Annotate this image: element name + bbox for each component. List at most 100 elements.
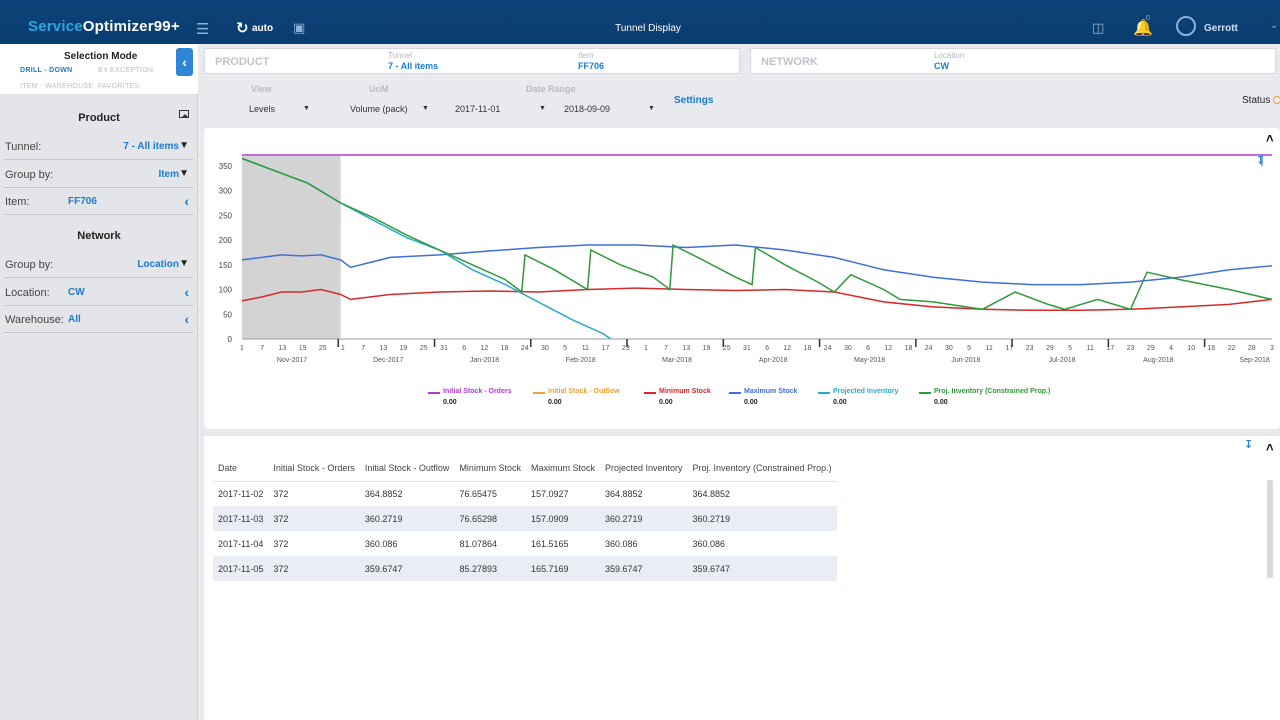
x-tick-label: 19 bbox=[299, 345, 307, 352]
panel-toggle-icon[interactable]: ◫ bbox=[1092, 20, 1105, 35]
series-line-2 bbox=[241, 287, 1273, 312]
x-tick-label: 5 bbox=[967, 345, 971, 352]
item-value[interactable]: FF706 bbox=[68, 196, 97, 207]
col-maximum-stock[interactable]: Maximum Stock bbox=[525, 456, 600, 482]
col-minimum-stock[interactable]: Minimum Stock bbox=[454, 456, 526, 482]
network-header-box: NETWORK Location CW bbox=[750, 48, 1276, 74]
x-tick-label: 7 bbox=[260, 345, 264, 352]
col-proj-inventory-constrained[interactable]: Proj. Inventory (Constrained Prop.) bbox=[687, 456, 837, 482]
user-avatar-icon[interactable] bbox=[1176, 16, 1196, 36]
tunnel-label: Tunnel: bbox=[5, 141, 42, 153]
x-tick-label: 18 bbox=[501, 345, 509, 352]
x-tick-label: 6 bbox=[765, 345, 769, 352]
selection-mode-title: Selection Mode bbox=[64, 51, 138, 62]
network-group-by-label: Group by: bbox=[5, 259, 54, 271]
warehouse-row[interactable]: Warehouse: All ‹ bbox=[4, 306, 193, 333]
location-caption: Location bbox=[934, 51, 965, 60]
collapse-chart-icon[interactable]: ˄ bbox=[1266, 131, 1274, 146]
refresh-mode-label[interactable]: auto bbox=[252, 23, 274, 34]
mode-item-warehouse[interactable]: ITEM - WAREHOUSE bbox=[20, 83, 94, 90]
network-group-by-select[interactable]: Location bbox=[137, 259, 179, 270]
app-logo[interactable]: ServiceOptimizer99+ bbox=[28, 18, 180, 35]
legend-swatch bbox=[644, 392, 656, 394]
legend-swatch bbox=[428, 392, 440, 394]
month-label: Dec-2017 bbox=[373, 357, 403, 364]
legend-swatch bbox=[919, 392, 931, 394]
location-value[interactable]: CW bbox=[68, 287, 85, 298]
legend-swatch bbox=[729, 392, 741, 394]
hamburger-menu-icon[interactable]: ☰ bbox=[196, 21, 210, 38]
warehouse-value[interactable]: All bbox=[68, 314, 81, 325]
date-from-select[interactable]: 2017-11-01 ▼ bbox=[455, 104, 546, 114]
col-initial-stock-outflow[interactable]: Initial Stock - Outflow bbox=[359, 456, 455, 482]
y-tick-label: 0 bbox=[228, 335, 233, 344]
caret-down-icon: ▼ bbox=[648, 105, 655, 112]
settings-link[interactable]: Settings bbox=[674, 95, 714, 106]
table-row[interactable]: 2017-11-02 372 364.8852 76.65475 157.0927 364… bbox=[218, 488, 731, 499]
table-row[interactable]: 2017-11-03 372 360.2719 76.65298 157.0909 360… bbox=[213, 506, 837, 531]
col-projected-inventory[interactable]: Projected Inventory bbox=[599, 456, 688, 482]
mode-favorites[interactable]: FAVORITES bbox=[98, 83, 140, 90]
network-header-label: NETWORK bbox=[761, 56, 818, 68]
caret-down-icon: ▼ bbox=[303, 105, 310, 112]
x-tick-label: 12 bbox=[783, 345, 791, 352]
chevron-down-icon[interactable]: ⌄ bbox=[1270, 20, 1279, 31]
chevron-left-icon[interactable]: ‹ bbox=[184, 284, 189, 300]
view-select[interactable]: Levels ▼ bbox=[249, 104, 310, 114]
chevron-left-icon[interactable]: ‹ bbox=[184, 193, 189, 209]
collapse-table-icon[interactable]: ˄ bbox=[1266, 440, 1274, 455]
image-icon[interactable] bbox=[179, 110, 189, 118]
x-tick-label: 11 bbox=[582, 345, 589, 352]
x-tick-label: 13 bbox=[379, 345, 387, 352]
view-label: View bbox=[251, 84, 272, 94]
y-tick-label: 300 bbox=[219, 187, 233, 196]
product-group-by-select[interactable]: Item bbox=[158, 169, 179, 180]
warehouse-label: Warehouse: bbox=[5, 314, 64, 326]
caret-down-icon: ▼ bbox=[539, 105, 546, 112]
collapse-sidebar-button[interactable]: ‹ bbox=[176, 48, 193, 76]
legend-swatch bbox=[533, 392, 545, 394]
col-date[interactable]: Date bbox=[213, 456, 269, 482]
mode-drill-down[interactable]: DRILL - DOWN bbox=[20, 67, 73, 74]
product-header-label: PRODUCT bbox=[215, 56, 270, 68]
network-group-by-row[interactable]: Group by: Location ▼ bbox=[4, 251, 193, 278]
window-title: Tunnel Display bbox=[615, 23, 681, 34]
x-tick-label: 23 bbox=[622, 345, 630, 352]
tunnel-header-value[interactable]: 7 - All items bbox=[388, 61, 439, 71]
tunnel-select[interactable]: 7 - All items bbox=[123, 141, 179, 152]
bell-icon[interactable]: 🔔 bbox=[1133, 20, 1153, 37]
date-to-select[interactable]: 2018-09-09 ▼ bbox=[564, 104, 655, 114]
x-tick-label: 22 bbox=[1228, 345, 1236, 352]
table-scrollbar[interactable] bbox=[1267, 480, 1273, 578]
product-group-by-row[interactable]: Group by: Item ▼ bbox=[4, 161, 193, 188]
x-tick-label: 17 bbox=[1006, 345, 1014, 352]
chart-panel: 0 50 100 150 200 250 300 350 1 7 13 19 25 1 7 13 19 25 31 6… bbox=[204, 128, 1280, 429]
x-tick-label: 1 bbox=[341, 345, 345, 352]
month-label: Jul-2018 bbox=[1049, 357, 1076, 364]
table-download-icon[interactable]: ↧ bbox=[1244, 439, 1254, 451]
caret-down-icon[interactable]: ▼ bbox=[179, 168, 189, 179]
x-tick-label: 11 bbox=[986, 345, 993, 352]
x-tick-label: 29 bbox=[1147, 345, 1155, 352]
x-tick-label: 18 bbox=[804, 345, 812, 352]
item-row[interactable]: Item: FF706 ‹ bbox=[4, 188, 193, 215]
location-row[interactable]: Location: CW ‹ bbox=[4, 279, 193, 306]
item-header-value[interactable]: FF706 bbox=[578, 61, 605, 71]
col-initial-stock-orders[interactable]: Initial Stock - Orders bbox=[268, 456, 360, 482]
chevron-left-icon[interactable]: ‹ bbox=[184, 311, 189, 327]
mode-by-exception[interactable]: BY EXCEPTION bbox=[98, 67, 154, 74]
product-header-box: PRODUCT Tunnel 7 - All items Item FF706 bbox=[204, 48, 740, 74]
location-header-value[interactable]: CW bbox=[934, 61, 949, 71]
chart-download-icon[interactable]: ↧ bbox=[1256, 155, 1266, 167]
uom-select[interactable]: Volume (pack) ▼ bbox=[350, 104, 429, 114]
refresh-icon[interactable]: ↻ bbox=[236, 20, 249, 37]
caret-down-icon[interactable]: ▼ bbox=[179, 258, 189, 269]
table-row[interactable]: 2017-11-04 372 360.086 81.07864 161.5165 360.… bbox=[218, 538, 726, 549]
x-tick-label: 17 bbox=[1107, 345, 1115, 352]
month-label: Nov-2017 bbox=[277, 357, 307, 364]
caret-down-icon[interactable]: ▼ bbox=[179, 140, 189, 151]
export-icon[interactable]: ▣ bbox=[293, 20, 306, 35]
product-tunnel-row[interactable]: Tunnel: 7 - All items ▼ bbox=[4, 133, 193, 160]
table-row[interactable]: 2017-11-05 372 359.6747 85.27893 165.7169 359… bbox=[213, 556, 837, 581]
user-name[interactable]: Gerrott bbox=[1204, 23, 1238, 34]
